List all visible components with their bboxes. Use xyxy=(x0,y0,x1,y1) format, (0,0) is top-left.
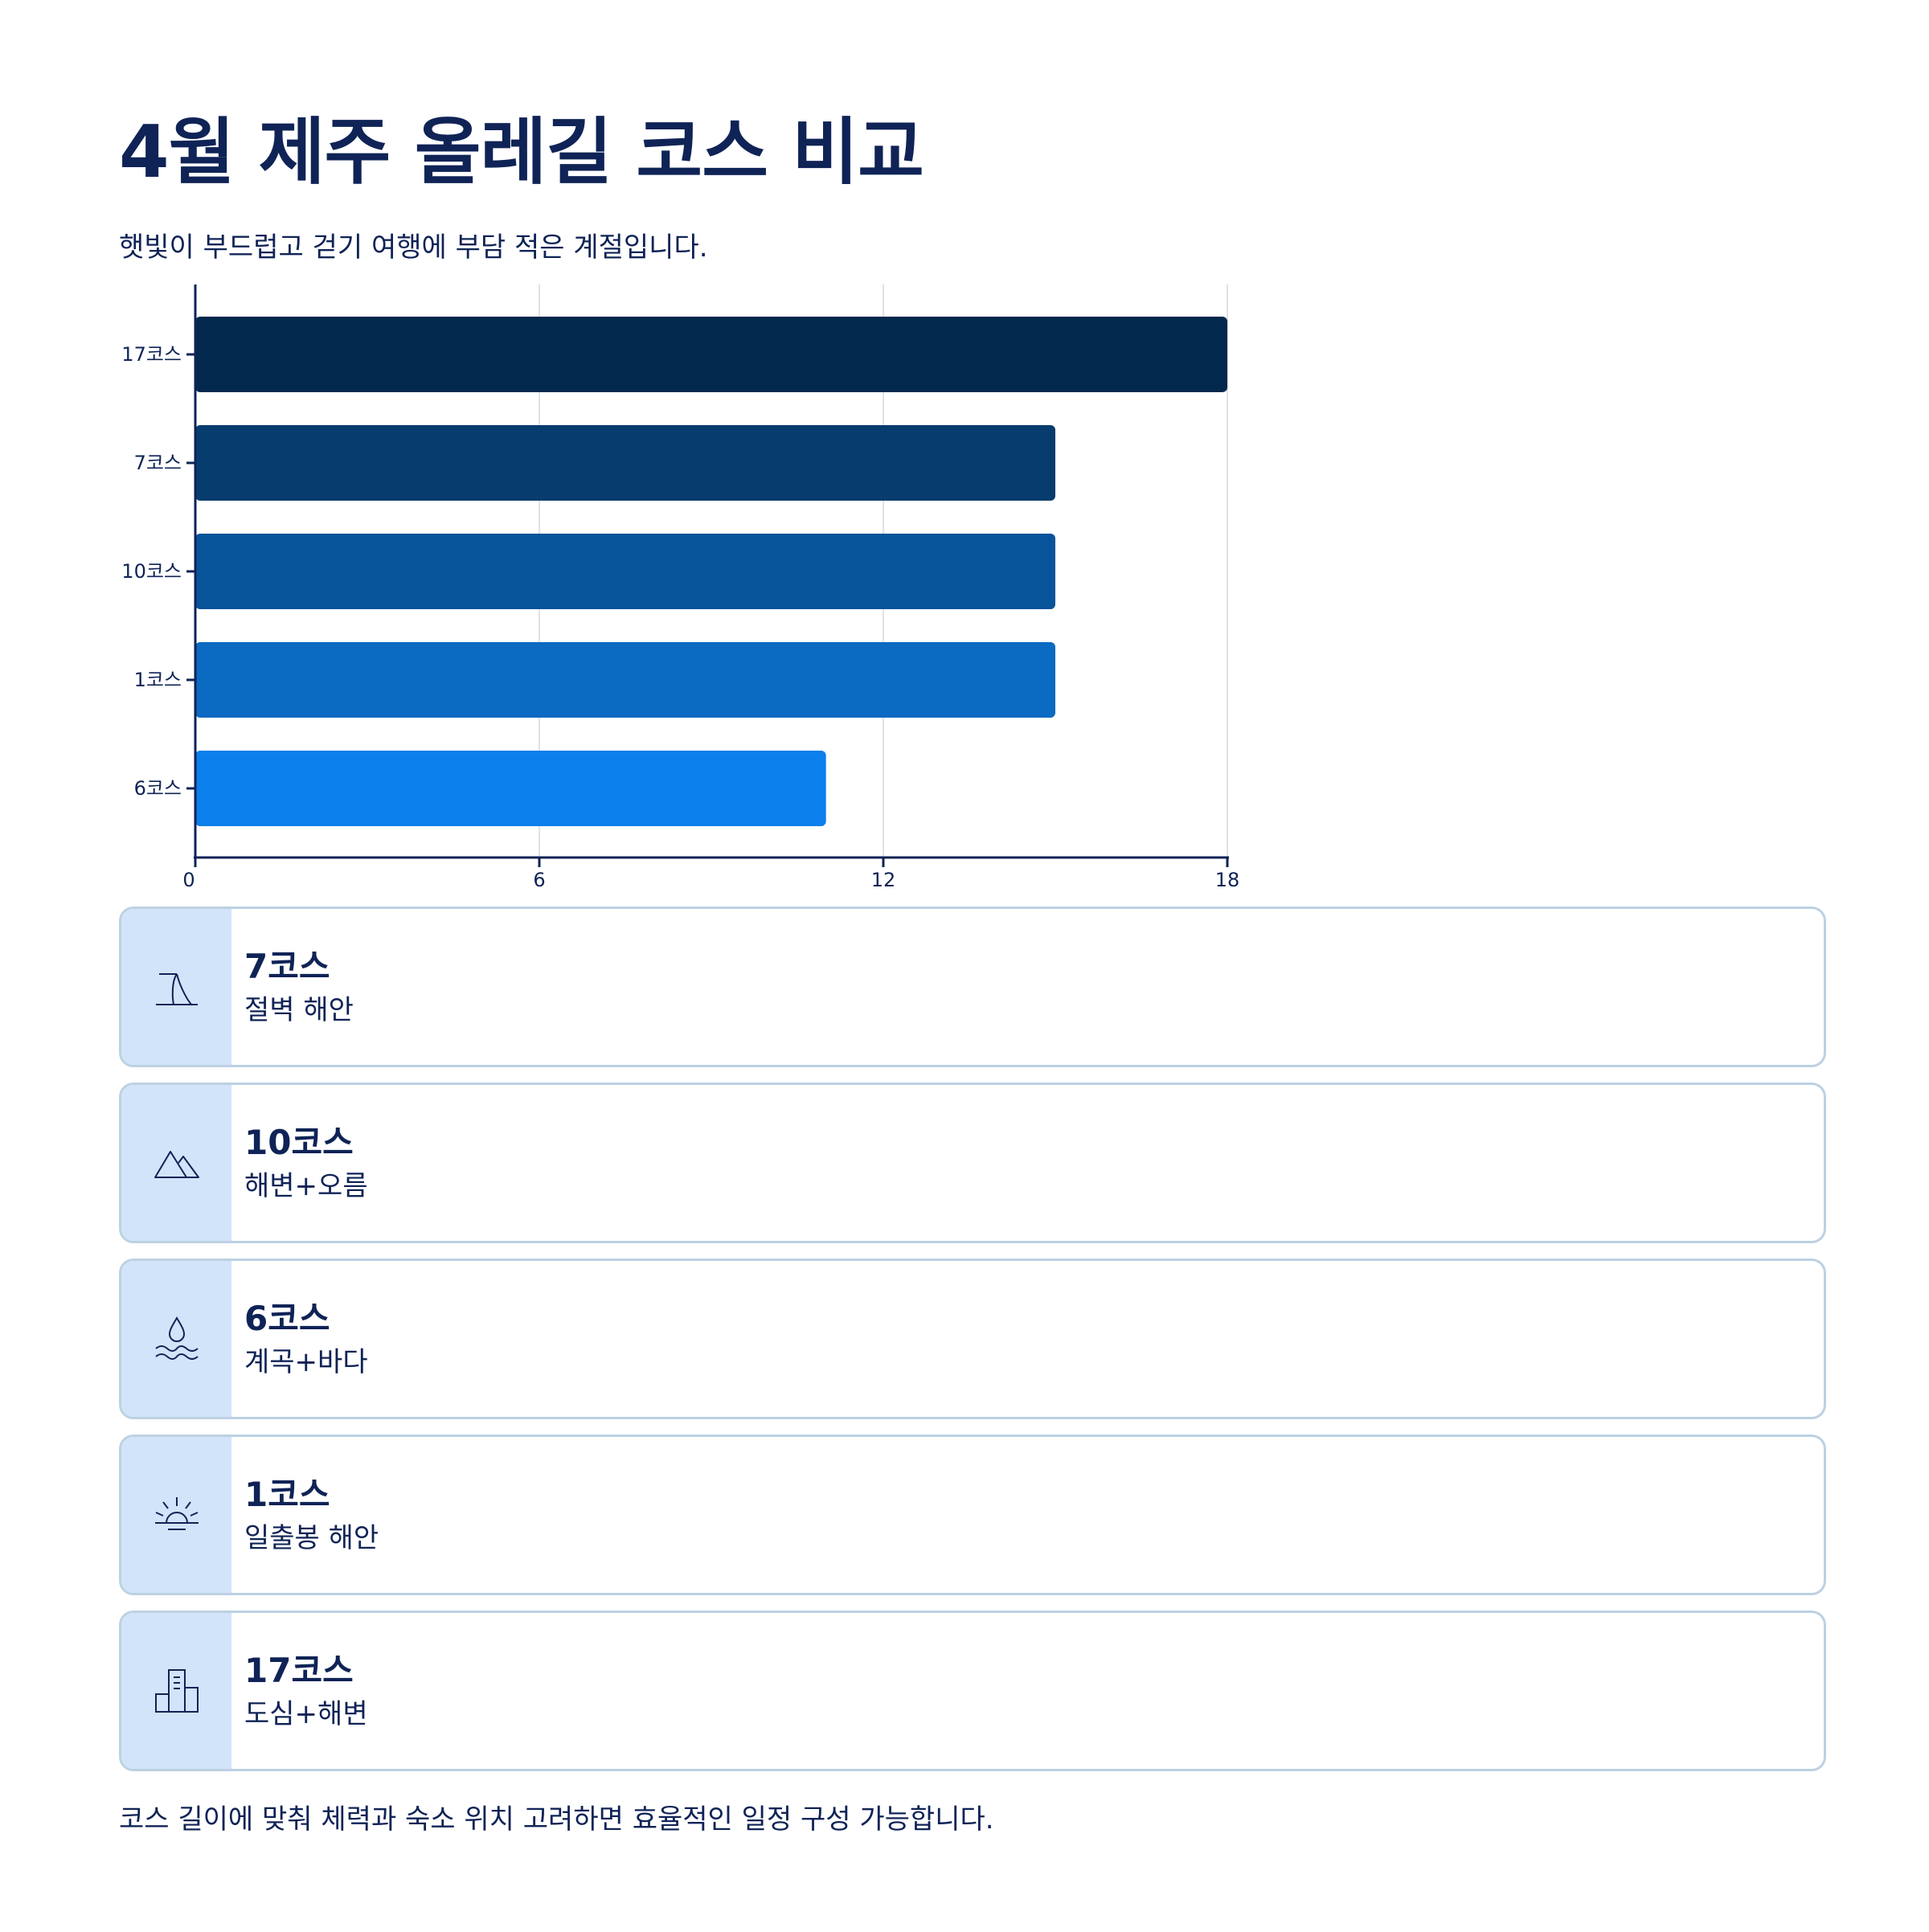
course-name: 1코스 xyxy=(244,1475,330,1514)
sunrise-icon xyxy=(154,1497,199,1530)
card-icon-band xyxy=(121,1613,231,1769)
course-bar-chart: 17코스 7코스 10코스 1코스 6코스 0 6 12 18 xyxy=(121,284,1240,891)
course-card: 7코스 절벽 해안 xyxy=(119,907,1826,1067)
card-icon-band xyxy=(121,1085,231,1241)
x-tick-label: 18 xyxy=(1215,869,1240,891)
water-drop-icon xyxy=(154,1316,199,1360)
y-tick-label: 6코스 xyxy=(134,777,182,800)
course-description: 도심+해변 xyxy=(244,1698,368,1730)
course-name: 17코스 xyxy=(244,1651,354,1690)
city-buildings-icon xyxy=(154,1669,199,1713)
y-tick-label: 10코스 xyxy=(121,560,182,583)
card-icon-band xyxy=(121,1437,231,1593)
footer-note: 코스 길이에 맞춰 체력과 숙소 위치 고려하면 효율적인 일정 구성 가능합니… xyxy=(119,1803,994,1836)
course-name: 7코스 xyxy=(244,947,330,986)
course-description: 일출봉 해안 xyxy=(244,1522,379,1554)
x-tick-label: 6 xyxy=(533,869,545,891)
course-card-list: 7코스 절벽 해안 10코스 해변+오름 6코스 계곡+바다 xyxy=(119,907,1826,1787)
course-name: 10코스 xyxy=(244,1123,354,1162)
course-description: 해변+오름 xyxy=(244,1170,368,1202)
card-icon-band xyxy=(121,909,231,1065)
bar xyxy=(195,534,1055,609)
bar xyxy=(195,425,1055,501)
page-title: 4월 제주 올레길 코스 비교 xyxy=(119,110,924,194)
card-icon-band xyxy=(121,1261,231,1417)
mountain-icon xyxy=(154,1151,199,1178)
cliff-icon xyxy=(155,973,198,1005)
course-card: 10코스 해변+오름 xyxy=(119,1083,1826,1243)
course-description: 절벽 해안 xyxy=(244,994,354,1026)
bar xyxy=(195,642,1055,718)
x-tick-label: 12 xyxy=(871,869,896,891)
course-card: 6코스 계곡+바다 xyxy=(119,1259,1826,1419)
y-tick-label: 1코스 xyxy=(134,669,182,691)
y-tick-label: 7코스 xyxy=(134,452,182,474)
course-card: 1코스 일출봉 해안 xyxy=(119,1435,1826,1595)
bar xyxy=(195,317,1227,392)
y-tick-label: 17코스 xyxy=(121,343,182,366)
page-subtitle: 햇빛이 부드럽고 걷기 여행에 부담 적은 계절입니다. xyxy=(119,231,708,264)
x-tick-label: 0 xyxy=(182,869,195,891)
course-description: 계곡+바다 xyxy=(244,1346,368,1378)
course-name: 6코스 xyxy=(244,1299,330,1338)
bar xyxy=(195,751,826,826)
course-card: 17코스 도심+해변 xyxy=(119,1611,1826,1771)
